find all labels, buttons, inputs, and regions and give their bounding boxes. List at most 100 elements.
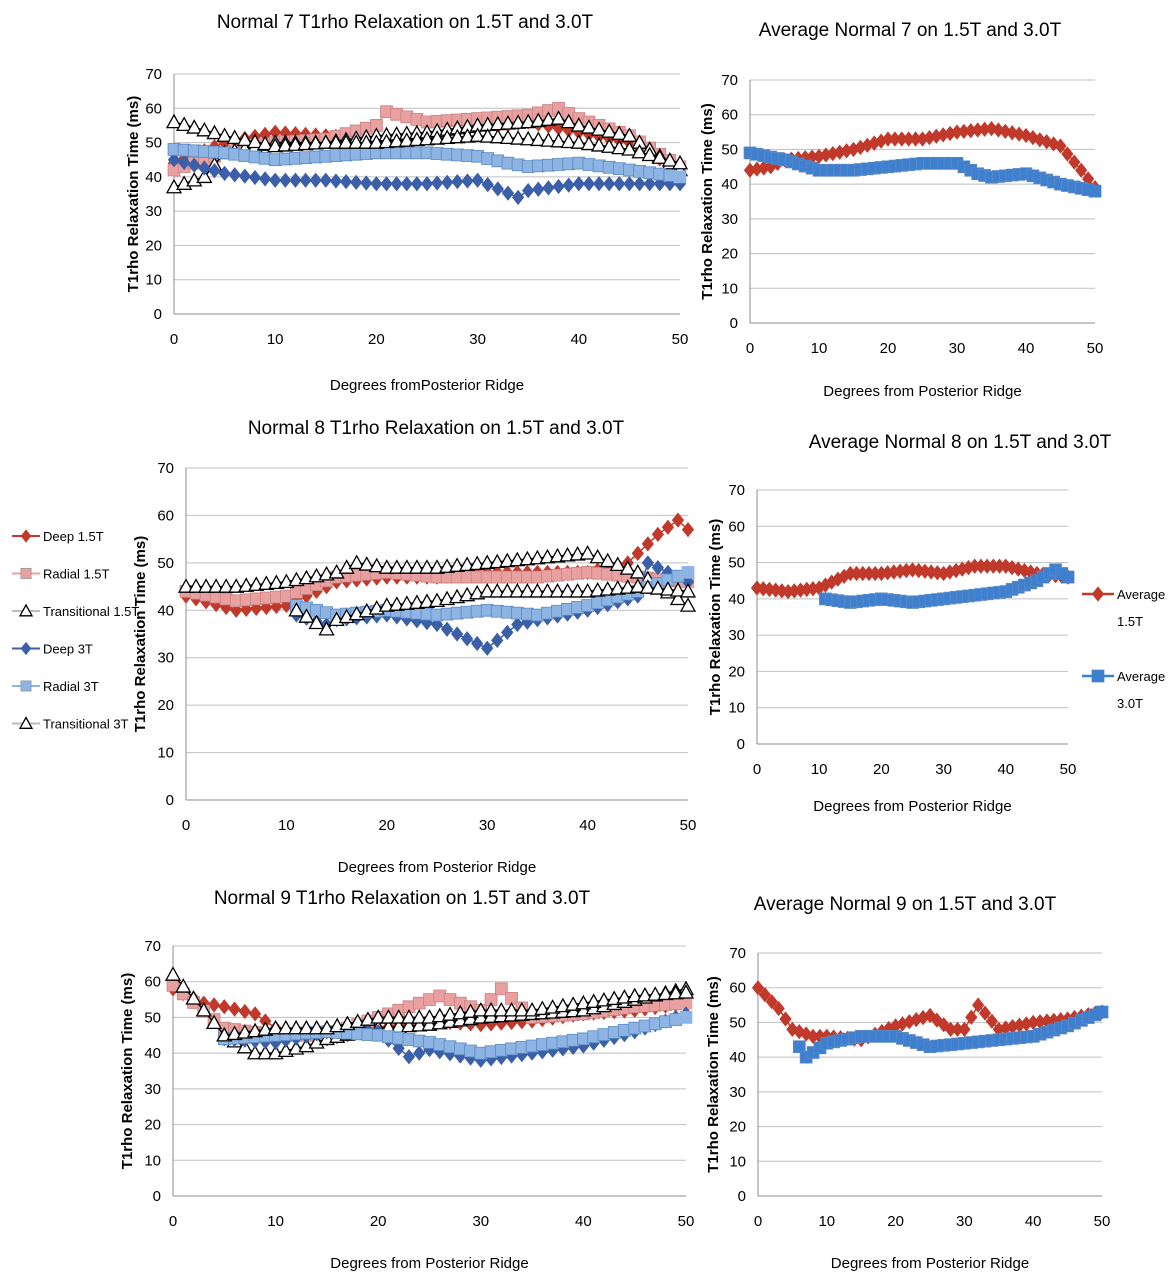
x-tick-label: 10: [811, 340, 828, 357]
x-tick-label: 40: [579, 817, 596, 834]
data-point: [398, 595, 415, 610]
data-point: [509, 551, 526, 567]
data-point: [651, 559, 664, 576]
y-axis-label: T1rho Relaxation Time (ms): [707, 519, 724, 715]
data-point: [631, 545, 644, 562]
y-tick-label: 20: [144, 1117, 161, 1134]
data-point: [667, 984, 684, 1000]
y-tick-label: 60: [157, 507, 174, 524]
data-point: [216, 127, 233, 142]
data-point: [167, 152, 181, 168]
data-point: [451, 174, 464, 190]
chart-title: Average Normal 9 on 1.5T and 3.0T: [754, 894, 1057, 915]
data-point: [579, 545, 596, 560]
data-point: [611, 139, 628, 155]
data-point: [479, 554, 496, 570]
data-point: [402, 1049, 416, 1065]
data-point: [661, 519, 675, 535]
x-tick-label: 30: [469, 331, 486, 348]
data-point: [459, 556, 476, 572]
data-point: [228, 1001, 241, 1017]
legend-label: Average: [1117, 669, 1165, 684]
data-point: [491, 181, 504, 197]
legend-marker: [18, 716, 34, 729]
y-tick-label: 30: [144, 1081, 161, 1098]
legend-label-unit: 3.0T: [1117, 696, 1143, 711]
y-tick-label: 60: [144, 974, 161, 991]
data-point: [1061, 146, 1074, 162]
data-point: [560, 133, 577, 149]
data-point: [611, 125, 628, 140]
data-point: [792, 1040, 806, 1054]
x-axis-label: Degrees from Posterior Ridge: [831, 1255, 1029, 1272]
data-point: [411, 1016, 428, 1032]
data-point: [450, 626, 464, 642]
data-point: [549, 547, 566, 563]
data-point: [649, 580, 666, 595]
data-point: [800, 1026, 813, 1042]
data-point: [671, 154, 689, 170]
series-transitional-3t: [165, 113, 689, 170]
legend-marker: [20, 568, 32, 580]
y-axis-label: T1rho Relaxation Time (ms): [119, 973, 136, 1169]
data-point: [522, 182, 535, 199]
data-point: [196, 168, 213, 184]
x-tick-label: 50: [1087, 340, 1104, 357]
data-point: [208, 163, 221, 179]
x-tick-label: 20: [880, 340, 897, 357]
data-point: [439, 129, 456, 145]
x-tick-label: 50: [672, 331, 689, 348]
data-point: [380, 176, 393, 192]
data-point: [580, 119, 598, 134]
data-point: [418, 130, 436, 146]
data-point: [1068, 154, 1081, 170]
data-point: [418, 593, 436, 608]
data-point: [246, 133, 264, 149]
data-point: [631, 143, 648, 159]
data-point: [494, 982, 508, 996]
data-point: [589, 582, 606, 597]
data-point: [511, 616, 524, 633]
x-tick-label: 40: [1018, 340, 1035, 357]
data-point: [499, 582, 516, 598]
y-tick-label: 10: [728, 700, 745, 717]
legend-marker: [20, 641, 32, 656]
y-tick-label: 30: [145, 203, 162, 220]
x-tick-label: 40: [997, 761, 1014, 778]
data-point: [410, 176, 423, 192]
series-radial-1-5t: [179, 565, 695, 608]
data-point: [491, 632, 504, 648]
data-point: [679, 582, 697, 598]
data-point: [378, 133, 395, 149]
data-point: [539, 582, 556, 598]
legend-label: Average: [1117, 587, 1165, 602]
data-point: [368, 557, 385, 573]
data-point: [236, 131, 253, 147]
data-point: [298, 1019, 315, 1035]
data-point: [298, 608, 315, 623]
y-tick-label: 30: [728, 627, 745, 644]
data-point: [623, 176, 636, 192]
x-tick-label: 30: [935, 761, 952, 778]
data-point: [639, 579, 656, 594]
x-tick-label: 0: [753, 761, 761, 778]
data-point: [579, 582, 596, 598]
y-tick-label: 50: [157, 555, 174, 572]
data-point: [751, 980, 765, 996]
chart-n8: Normal 8 T1rho Relaxation on 1.5T and 3.…: [132, 418, 696, 876]
y-tick-label: 50: [144, 1009, 161, 1026]
data-point: [1061, 570, 1075, 584]
series-average-1-5t: [743, 120, 1102, 196]
data-point: [532, 181, 545, 197]
chart-title: Normal 9 T1rho Relaxation on 1.5T and 3.…: [214, 888, 591, 909]
series-average-1-5t: [751, 980, 1109, 1048]
data-point: [629, 578, 646, 593]
data-point: [188, 157, 201, 173]
data-point: [511, 189, 525, 206]
x-tick-label: 20: [873, 761, 890, 778]
data-point: [428, 559, 446, 574]
data-point: [603, 176, 616, 192]
data-point: [358, 556, 375, 571]
series-radial-3t: [167, 143, 687, 184]
data-point: [599, 581, 616, 596]
